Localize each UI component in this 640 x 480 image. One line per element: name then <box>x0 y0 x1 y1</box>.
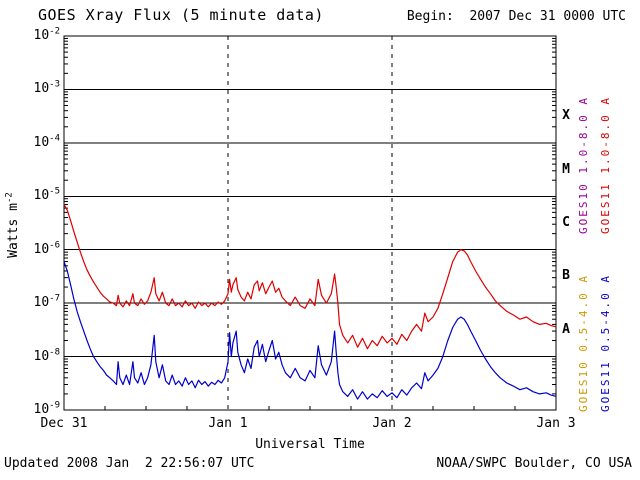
legend-goes11-short: GOES11 0.5-4.0 A <box>599 274 612 412</box>
y-tick-label-1e-5: 10-5 <box>33 186 61 204</box>
legend-goes10-short: GOES10 0.5-4.0 A <box>577 274 590 412</box>
plot-frame <box>63 35 557 411</box>
y-tick-label-1e-2: 10-2 <box>33 26 61 43</box>
chart-title: GOES Xray Flux (5 minute data) <box>38 6 324 24</box>
begin-timestamp: Begin: 2007 Dec 31 0000 UTC <box>406 9 626 24</box>
flare-class-m: M <box>562 161 570 177</box>
series-goes11-0-5-4-0-a <box>63 261 557 400</box>
y-axis-title-text: Watts m <box>6 203 21 258</box>
series-goes11-1-0-8-0-a <box>63 204 557 350</box>
x-axis-title: Universal Time <box>255 437 365 452</box>
x-tick-label-jan-2: Jan 2 <box>372 416 412 431</box>
y-tick-label-1e-4: 10-4 <box>33 133 61 150</box>
flare-class-b: B <box>562 268 570 284</box>
flare-class-c: C <box>562 215 570 230</box>
flare-class-a: A <box>562 321 570 337</box>
y-tick-label-1e-6: 10-6 <box>33 240 61 257</box>
x-tick-label-dec-31: Dec 31 <box>40 416 88 431</box>
x-tick-label-jan-3: Jan 3 <box>536 416 576 431</box>
y-axis-title-exponent: -2 <box>4 192 15 204</box>
updated-timestamp: Updated 2008 Jan 2 22:56:07 UTC <box>4 456 255 471</box>
x-tick-label-jan-1: Jan 1 <box>208 416 248 431</box>
flare-class-x: X <box>562 108 570 124</box>
y-tick-label-1e-9: 10-9 <box>33 400 61 417</box>
y-tick-label-1e-7: 10-7 <box>33 293 61 311</box>
y-axis-title: Watts m-2 <box>4 170 22 280</box>
y-tick-label-1e-8: 10-8 <box>33 347 61 364</box>
legend-goes10-long: GOES10 1.0-8.0 A <box>577 96 590 234</box>
source-credit: NOAA/SWPC Boulder, CO USA <box>436 456 632 471</box>
legend-goes11-long: GOES11 1.0-8.0 A <box>599 96 612 234</box>
y-tick-label-1e-3: 10-3 <box>33 80 61 97</box>
